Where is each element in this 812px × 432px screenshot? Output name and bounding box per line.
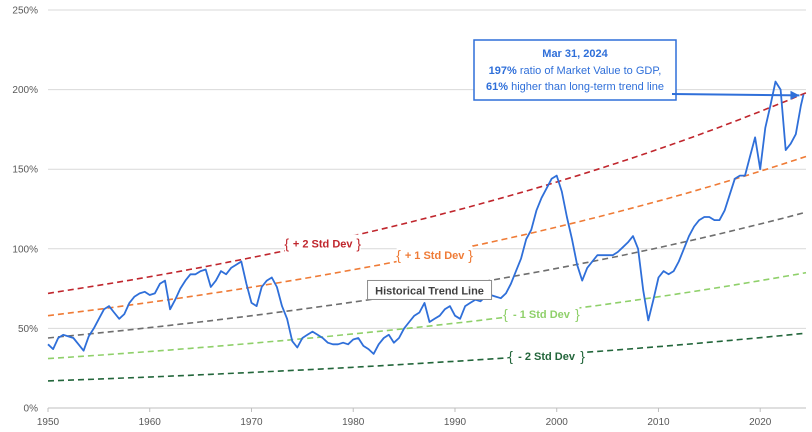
- band-bracket: }: [356, 236, 361, 252]
- x-tick-label: 1980: [342, 417, 365, 428]
- band-label: + 2 Std Dev: [293, 239, 353, 251]
- band-bracket: {: [396, 247, 401, 263]
- annotation-arrow-line: [671, 93, 800, 97]
- band-bracket: {: [503, 306, 508, 322]
- band-label-bg: [396, 246, 473, 265]
- x-tick-label: 2000: [546, 417, 569, 428]
- annotation-line-1: 197% ratio of Market Value to GDP,: [489, 65, 662, 77]
- band-bracket: {: [284, 236, 289, 252]
- band-label: - 2 Std Dev: [518, 351, 576, 363]
- std-dev-bands: [47, 92, 807, 382]
- annotation: Mar 31, 2024 197% ratio of Market Value t…: [473, 39, 800, 101]
- gridlines: [48, 9, 806, 409]
- annotation-box: [473, 39, 677, 101]
- band-line: [47, 271, 807, 360]
- y-tick-label: 200%: [12, 85, 38, 96]
- annotation-date: Mar 31, 2024: [542, 48, 608, 60]
- x-tick-label: 1990: [444, 417, 467, 428]
- y-tick-label: 100%: [12, 244, 38, 255]
- y-tick-label: 250%: [12, 6, 38, 17]
- band-bracket: }: [575, 306, 580, 322]
- band-label: - 1 Std Dev: [513, 309, 571, 321]
- y-tick-label: 150%: [12, 165, 38, 176]
- ratio-series: [47, 80, 805, 355]
- annotation-trend-text: higher than long-term trend line: [508, 81, 664, 93]
- ratio-line: [47, 80, 805, 355]
- annotation-line-2: 61% higher than long-term trend line: [486, 81, 664, 93]
- band-labels: { + 2 Std Dev} { + 1 Std Dev} Historical Tre…: [284, 234, 585, 366]
- band-label-bg: [284, 234, 361, 253]
- trend-label: Historical Trend Line: [375, 285, 484, 297]
- y-tick-label: 0%: [24, 404, 39, 415]
- x-tick-label: 1960: [139, 417, 162, 428]
- x-tick-label: 1970: [240, 417, 263, 428]
- annotation-arrow-head: [790, 90, 800, 100]
- x-tick-label: 2010: [647, 417, 670, 428]
- trend-label-box: [367, 279, 493, 300]
- annotation-ratio-value: 197%: [489, 65, 517, 77]
- band-label-bg: [508, 347, 585, 366]
- band-bracket: }: [468, 247, 473, 263]
- band-line: [47, 332, 807, 382]
- band-bracket: }: [580, 348, 585, 364]
- x-tick-label: 1950: [37, 417, 60, 428]
- x-tick-label: 2020: [749, 417, 772, 428]
- annotation-ratio-text: ratio of Market Value to GDP,: [517, 65, 662, 77]
- y-tick-label: 50%: [18, 324, 38, 335]
- band-line: [47, 92, 807, 295]
- band-label: + 1 Std Dev: [405, 250, 465, 262]
- band-label-bg: [503, 304, 580, 323]
- axes: 0% 50% 100% 150% 200% 250% 1950 1960 1970 1980 199…: [12, 6, 806, 428]
- band-bracket: {: [508, 348, 513, 364]
- annotation-trend-value: 61%: [486, 81, 508, 93]
